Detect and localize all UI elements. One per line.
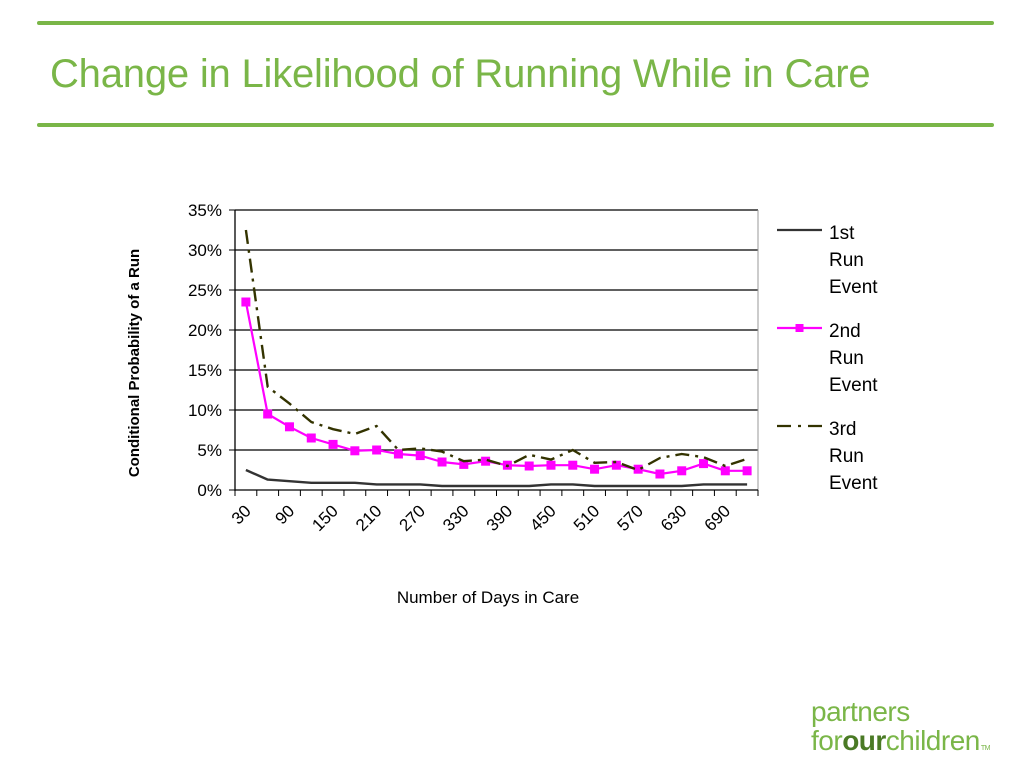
legend-label: Event [829, 473, 878, 494]
legend-label: Run [829, 250, 864, 271]
logo-trademark: TM [980, 745, 991, 752]
series [241, 229, 752, 488]
title-rule-top [37, 21, 994, 25]
data-point-marker [742, 466, 752, 476]
slide-title: Change in Likelihood of Running While in… [50, 52, 871, 96]
x-tick-label: 330 [439, 501, 472, 534]
logo-line-1: partners [811, 696, 910, 727]
x-tick-label: 150 [308, 501, 341, 534]
axes [229, 209, 759, 496]
data-point-marker [350, 446, 360, 456]
legend-label: Event [829, 277, 878, 298]
y-tick-label: 30% [188, 241, 222, 260]
legend-label: Run [829, 446, 864, 467]
data-point-marker [415, 451, 425, 461]
logo-line-2: forourchildrenTM [811, 726, 990, 763]
y-axis-title: Conditional Probability of a Run [126, 249, 143, 477]
data-point-marker [437, 457, 447, 467]
legend-label: Run [829, 348, 864, 369]
data-point-marker [524, 461, 534, 471]
data-point-marker [611, 460, 621, 470]
data-point-marker [655, 469, 665, 479]
title-rule-bottom [37, 123, 994, 127]
data-point-marker [393, 449, 403, 459]
x-tick-label: 210 [352, 501, 385, 534]
series-line [245, 468, 748, 488]
x-tick-label: 30 [228, 501, 255, 528]
legend-label: 1st [829, 223, 855, 244]
y-tick-label: 35% [188, 201, 222, 220]
data-point-marker [677, 466, 687, 476]
data-point-marker [284, 422, 294, 432]
data-point-marker [241, 297, 251, 307]
x-tick-labels: 30 90 150 210 270 330 390 450 510 570 630 690 [228, 501, 734, 534]
data-point-marker [263, 409, 273, 419]
gridlines [235, 209, 758, 451]
data-point-marker [481, 456, 491, 466]
data-point-marker [568, 460, 578, 470]
series-2 [241, 297, 752, 479]
data-point-marker [633, 464, 643, 474]
x-tick-label: 450 [526, 501, 559, 534]
x-tick-label: 510 [570, 501, 603, 534]
legend-label: Event [829, 375, 878, 396]
series-1 [245, 468, 748, 488]
data-point-marker [590, 464, 600, 474]
y-tick-label: 15% [188, 361, 222, 380]
data-point-marker [459, 459, 469, 469]
legend-label: 3rd [829, 419, 856, 440]
legend: 1st Run Event 2nd Run Event 3rd Run Event [777, 223, 878, 494]
x-tick-label: 390 [483, 501, 516, 534]
legend-marker [795, 324, 804, 332]
y-tick-label: 5% [197, 441, 222, 460]
series-3 [244, 229, 748, 472]
x-tick-label: 90 [271, 501, 298, 528]
x-axis-title: Number of Days in Care [397, 588, 579, 607]
x-tick-label: 690 [701, 501, 734, 534]
logo-our: our [842, 725, 886, 756]
data-point-marker [546, 460, 556, 470]
y-tick-labels: 0% 5% 10% 15% 20% 25% 30% 35% [188, 201, 222, 500]
x-tick-label: 570 [613, 501, 646, 534]
y-tick-label: 20% [188, 321, 222, 340]
y-tick-label: 25% [188, 281, 222, 300]
x-tick-label: 630 [657, 501, 690, 534]
data-point-marker [306, 433, 316, 443]
data-point-marker [372, 445, 382, 455]
legend-label: 2nd [829, 321, 861, 342]
data-point-marker [328, 439, 338, 449]
y-tick-label: 10% [188, 401, 222, 420]
logo-children: children [885, 725, 981, 756]
logo-for: for [811, 725, 843, 756]
data-point-marker [699, 459, 709, 469]
x-tick-label: 270 [396, 501, 429, 534]
data-point-marker [720, 466, 730, 476]
partners-for-our-children-logo: partners forourchildrenTM [811, 697, 990, 763]
y-tick-label: 0% [197, 481, 222, 500]
series-line [244, 229, 748, 472]
series-line [244, 301, 748, 476]
